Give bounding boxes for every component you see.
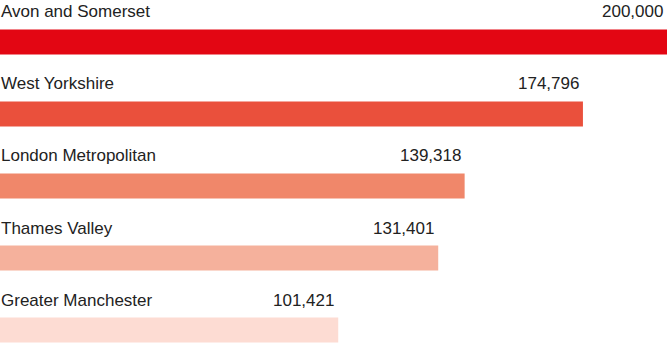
svg-text:139,318: 139,318 <box>400 146 461 165</box>
svg-text:Greater Manchester: Greater Manchester <box>1 291 153 310</box>
svg-text:174,796: 174,796 <box>518 74 579 93</box>
svg-text:London Metropolitan: London Metropolitan <box>1 146 156 165</box>
svg-text:101,421: 101,421 <box>273 291 334 310</box>
svg-text:West Yorkshire: West Yorkshire <box>1 74 114 93</box>
svg-text:Avon and Somerset: Avon and Somerset <box>1 2 150 21</box>
svg-text:Thames Valley: Thames Valley <box>1 219 113 238</box>
svg-text:131,401: 131,401 <box>373 219 434 238</box>
svg-text:200,000: 200,000 <box>602 2 663 21</box>
